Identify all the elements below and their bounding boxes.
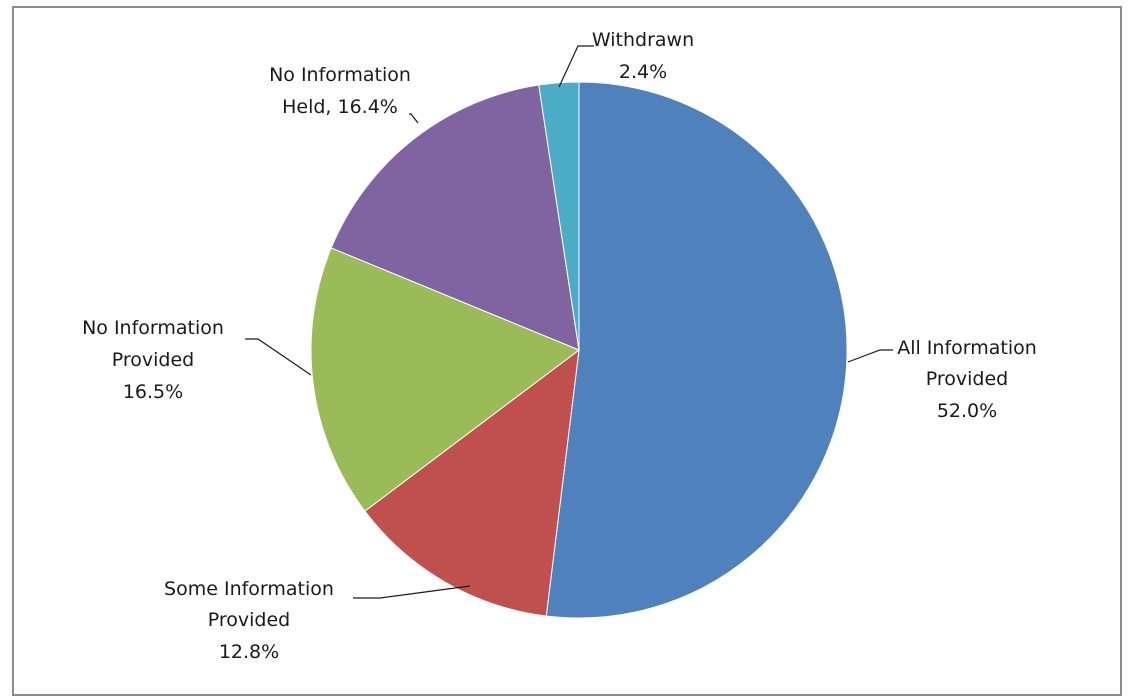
pie-slice-no-information-held [330,84,580,351]
data-label: Some Information [164,578,334,600]
leader-line [353,585,471,599]
data-label: All Information [897,337,1037,359]
data-label: Provided [112,349,194,371]
data-label: 12.8% [219,641,279,663]
data-label: Provided [926,368,1008,390]
pie-slice-no-information-provided [310,247,581,512]
pie-slice-withdrawn [538,81,580,351]
data-label: 2.4% [619,61,667,83]
leader-line [847,349,893,363]
data-label: No Information [269,64,411,86]
leader-line [558,45,594,88]
data-label: Withdrawn [592,29,694,51]
data-label: Held, 16.4% [282,96,398,118]
leader-line [409,113,419,124]
pie-slices [310,81,848,619]
pie-slice-some-information-provided [364,348,580,617]
leader-line [245,338,312,376]
data-label: 52.0% [937,400,997,422]
leader-lines [245,45,893,599]
data-label: 16.5% [123,381,183,403]
data-labels: All Information Provided 52.0% Some Informa… [82,29,1037,663]
data-label: No Information [82,317,224,339]
pie-slice-all-information-provided [545,81,848,619]
data-label: Provided [208,609,290,631]
